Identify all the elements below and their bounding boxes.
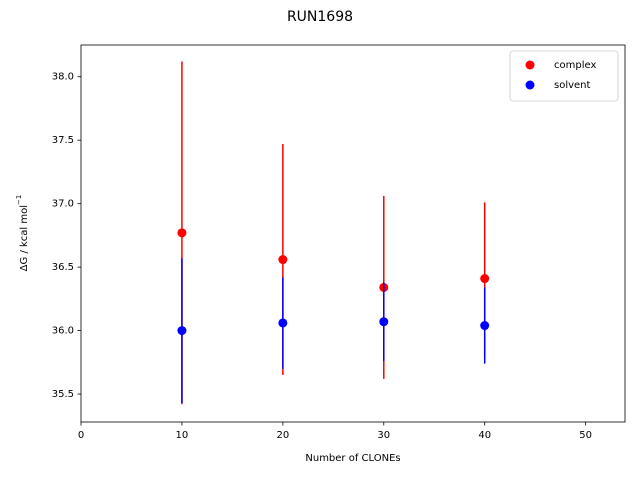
- point: [278, 255, 288, 265]
- legend-label: solvent: [554, 80, 591, 91]
- legend-label: complex: [554, 60, 596, 71]
- point: [278, 318, 288, 328]
- x-tick-label: 40: [478, 430, 491, 441]
- y-tick-label: 35.5: [52, 389, 74, 400]
- y-tick-label: 36.0: [52, 326, 74, 337]
- point: [480, 321, 490, 331]
- y-tick-label: 37.0: [52, 199, 74, 210]
- legend-marker: [525, 80, 535, 90]
- legend-box: [509, 50, 619, 102]
- x-tick-label: 50: [579, 430, 592, 441]
- point: [379, 317, 389, 327]
- point: [177, 326, 187, 336]
- x-tick-label: 20: [276, 430, 289, 441]
- x-tick-label: 30: [377, 430, 390, 441]
- y-tick-label: 37.5: [52, 135, 74, 146]
- legend-marker: [525, 60, 535, 70]
- y-axis-label-sup: −1: [15, 195, 23, 205]
- y-tick-label: 36.5: [52, 262, 74, 273]
- y-axis-label: ΔG / kcal mol−1: [15, 195, 30, 272]
- x-axis-label: Number of CLONEs: [305, 453, 400, 464]
- y-tick-label: 38.0: [52, 72, 74, 83]
- x-tick-label: 10: [176, 430, 189, 441]
- point: [480, 274, 490, 284]
- point: [177, 228, 187, 238]
- y-axis-label-main: ΔG / kcal mol: [19, 205, 30, 271]
- x-tick-label: 0: [78, 430, 84, 441]
- chart-title: RUN1698: [287, 9, 353, 25]
- axes-frame: [80, 44, 626, 423]
